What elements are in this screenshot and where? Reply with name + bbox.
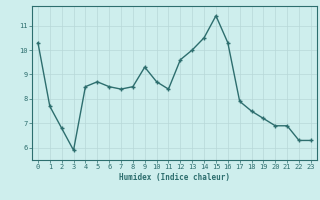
X-axis label: Humidex (Indice chaleur): Humidex (Indice chaleur) bbox=[119, 173, 230, 182]
